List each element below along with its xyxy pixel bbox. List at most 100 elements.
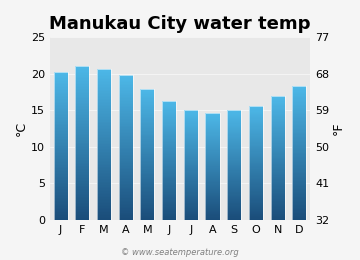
Bar [75, 109, 89, 110]
Bar [270, 157, 285, 158]
Bar [292, 146, 306, 148]
Bar [140, 209, 154, 211]
Bar [75, 175, 89, 177]
Bar [206, 184, 220, 185]
Bar [140, 174, 154, 175]
Bar [119, 132, 133, 133]
Bar [119, 198, 133, 199]
Bar [75, 136, 89, 138]
Bar [270, 178, 285, 179]
Bar [54, 196, 68, 198]
Bar [97, 186, 111, 188]
Bar [227, 214, 241, 215]
Bar [54, 78, 68, 80]
Bar [97, 79, 111, 81]
Bar [119, 197, 133, 198]
Bar [206, 175, 220, 176]
Bar [270, 162, 285, 163]
Bar [75, 103, 89, 104]
Bar [206, 206, 220, 207]
Bar [270, 198, 285, 199]
Bar [119, 189, 133, 191]
Bar [227, 208, 241, 209]
Bar [292, 184, 306, 185]
Bar [227, 124, 241, 125]
Bar [119, 77, 133, 78]
Bar [227, 210, 241, 211]
Bar [249, 190, 263, 191]
Bar [184, 138, 198, 139]
Bar [227, 186, 241, 187]
Bar [162, 194, 176, 195]
Bar [249, 150, 263, 151]
Bar [270, 213, 285, 215]
Bar [54, 164, 68, 165]
Bar [54, 168, 68, 170]
Bar [292, 117, 306, 118]
Bar [292, 150, 306, 152]
Bar [270, 101, 285, 103]
Bar [97, 85, 111, 87]
Bar [270, 181, 285, 183]
Bar [249, 123, 263, 124]
Bar [162, 214, 176, 215]
Bar [292, 100, 306, 101]
Bar [162, 112, 176, 113]
Bar [75, 67, 89, 69]
Bar [206, 138, 220, 139]
Bar [206, 167, 220, 168]
Bar [97, 190, 111, 191]
Bar [54, 137, 68, 139]
Bar [140, 214, 154, 216]
Bar [140, 128, 154, 130]
Bar [270, 159, 285, 161]
Bar [54, 74, 68, 75]
Bar [184, 215, 198, 217]
Bar [162, 219, 176, 220]
Bar [97, 99, 111, 100]
Bar [75, 146, 89, 147]
Bar [162, 116, 176, 118]
Bar [75, 80, 89, 81]
Bar [119, 152, 133, 153]
Bar [119, 208, 133, 210]
Bar [249, 106, 263, 107]
Bar [249, 107, 263, 108]
Bar [75, 193, 89, 195]
Bar [54, 72, 68, 220]
Bar [292, 152, 306, 153]
Bar [140, 97, 154, 98]
Bar [162, 107, 176, 108]
Bar [206, 205, 220, 206]
Bar [75, 200, 89, 201]
Bar [249, 168, 263, 170]
Bar [249, 122, 263, 123]
Bar [140, 185, 154, 186]
Bar [184, 154, 198, 155]
Bar [54, 202, 68, 204]
Bar [162, 126, 176, 127]
Bar [249, 198, 263, 199]
Bar [75, 209, 89, 211]
Bar [292, 173, 306, 174]
Bar [184, 183, 198, 184]
Title: Manukau City water temp: Manukau City water temp [49, 15, 311, 33]
Bar [206, 172, 220, 173]
Bar [249, 132, 263, 133]
Bar [162, 124, 176, 125]
Bar [292, 208, 306, 209]
Bar [75, 132, 89, 134]
Bar [97, 81, 111, 82]
Bar [227, 121, 241, 122]
Bar [184, 119, 198, 120]
Bar [119, 81, 133, 82]
Bar [249, 130, 263, 131]
Bar [75, 166, 89, 167]
Bar [270, 204, 285, 205]
Bar [140, 113, 154, 114]
Bar [249, 161, 263, 162]
Bar [227, 187, 241, 188]
Bar [270, 130, 285, 131]
Bar [54, 102, 68, 103]
Bar [270, 152, 285, 153]
